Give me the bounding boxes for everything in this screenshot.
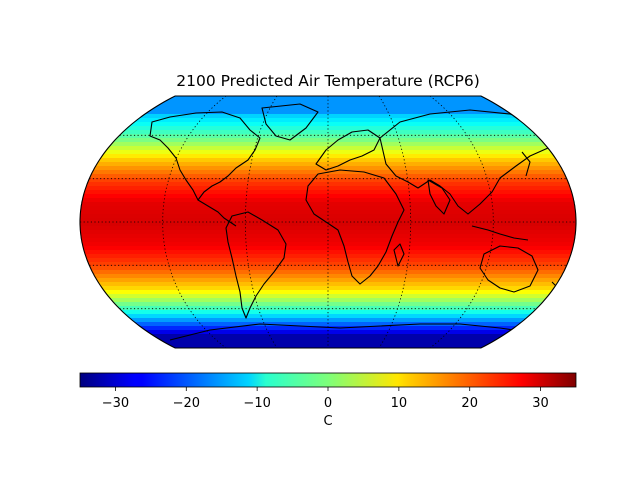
colorbar-tick-label: 0	[323, 396, 333, 411]
temperature-band	[80, 234, 576, 239]
temperature-band	[80, 230, 576, 235]
colorbar-tick-label: 20	[461, 396, 478, 411]
colorbar-tick-label: −10	[243, 396, 271, 411]
colorbar-tick-label: 10	[390, 396, 408, 411]
temperature-band	[80, 338, 576, 343]
temperature-band	[80, 298, 576, 303]
temperature-band	[80, 254, 576, 259]
temperature-band	[80, 150, 576, 155]
temperature-band	[80, 186, 576, 191]
temperature-band	[80, 114, 576, 119]
meridian-line	[429, 96, 494, 348]
temperature-band	[80, 202, 576, 207]
temperature-band	[80, 210, 576, 215]
graticule	[80, 96, 576, 348]
temperature-band	[80, 306, 576, 311]
temperature-band	[80, 262, 576, 267]
temperature-map	[70, 96, 590, 355]
temperature-band	[80, 134, 576, 139]
coast-madagascar	[393, 243, 405, 267]
map-boundary	[79, 95, 577, 349]
temperature-band	[80, 226, 576, 231]
temperature-band	[80, 266, 576, 271]
temperature-band	[80, 334, 576, 339]
colorbar-ticks	[115, 387, 541, 391]
temperature-band	[80, 182, 576, 187]
temperature-band	[80, 342, 576, 347]
temperature-band	[80, 174, 576, 179]
temperature-band	[80, 242, 576, 247]
temperature-band	[80, 290, 576, 295]
colorbar-tick-label: −20	[172, 396, 200, 411]
map-title: 2100 Predicted Air Temperature (RCP6)	[176, 72, 480, 90]
temperature-band	[80, 246, 576, 251]
temperature-band	[80, 178, 576, 183]
colorbar-tick-label: 30	[532, 396, 549, 411]
temperature-band	[80, 250, 576, 255]
colorbar-tick-label: −30	[101, 396, 130, 411]
coast-greenland	[261, 103, 319, 141]
temperature-band	[80, 346, 576, 348]
colorbar	[79, 372, 577, 391]
temperature-band	[80, 102, 576, 107]
temperature-band	[80, 310, 576, 315]
temperature-band	[80, 258, 576, 263]
coast-indonesia	[471, 225, 529, 241]
temperature-band	[80, 314, 576, 319]
temperature-band	[80, 118, 576, 123]
temperature-band	[80, 318, 576, 323]
temperature-band	[80, 110, 576, 115]
coast-japan	[521, 151, 531, 177]
temperature-band	[80, 98, 576, 103]
coast-north-america	[149, 111, 261, 201]
temperature-band	[80, 130, 576, 135]
colorbar-gradient	[79, 372, 577, 388]
temperature-band	[80, 162, 576, 167]
temperature-band	[80, 206, 576, 211]
temperature-band	[80, 96, 576, 99]
temperature-band	[80, 302, 576, 307]
temperature-band	[80, 326, 576, 331]
temperature-band	[80, 286, 576, 291]
coast-south-america	[225, 211, 287, 319]
temperature-band	[80, 218, 576, 223]
coast-australia	[479, 245, 539, 293]
coast-asia	[379, 109, 557, 215]
temperature-band	[70, 350, 590, 355]
coast-central-america	[197, 199, 237, 227]
temperature-band	[80, 222, 576, 227]
coast-europe	[315, 129, 381, 171]
temperature-band	[80, 330, 576, 335]
temperature-band	[80, 322, 576, 327]
meridian-line	[162, 96, 227, 348]
temperature-band	[80, 194, 576, 199]
temperature-band	[80, 278, 576, 283]
meridian-line	[244, 96, 278, 348]
coast-antarctica	[169, 323, 541, 341]
temperature-band	[80, 198, 576, 203]
temperature-band	[80, 294, 576, 299]
temperature-band	[80, 158, 576, 163]
temperature-band	[80, 190, 576, 195]
coast-india	[427, 179, 451, 215]
meridian-line	[378, 96, 412, 348]
temperature-band	[80, 274, 576, 279]
temperature-band	[80, 214, 576, 219]
temperature-band	[80, 138, 576, 143]
colorbar-label: C	[323, 414, 333, 429]
temperature-band	[80, 122, 576, 127]
temperature-band	[80, 238, 576, 243]
temperature-band	[80, 142, 576, 147]
temperature-band	[80, 154, 576, 159]
temperature-band	[80, 126, 576, 131]
temperature-band	[80, 270, 576, 275]
coast-africa	[305, 169, 405, 285]
coastlines	[149, 103, 561, 341]
temperature-band	[80, 282, 576, 287]
temperature-band	[80, 106, 576, 111]
